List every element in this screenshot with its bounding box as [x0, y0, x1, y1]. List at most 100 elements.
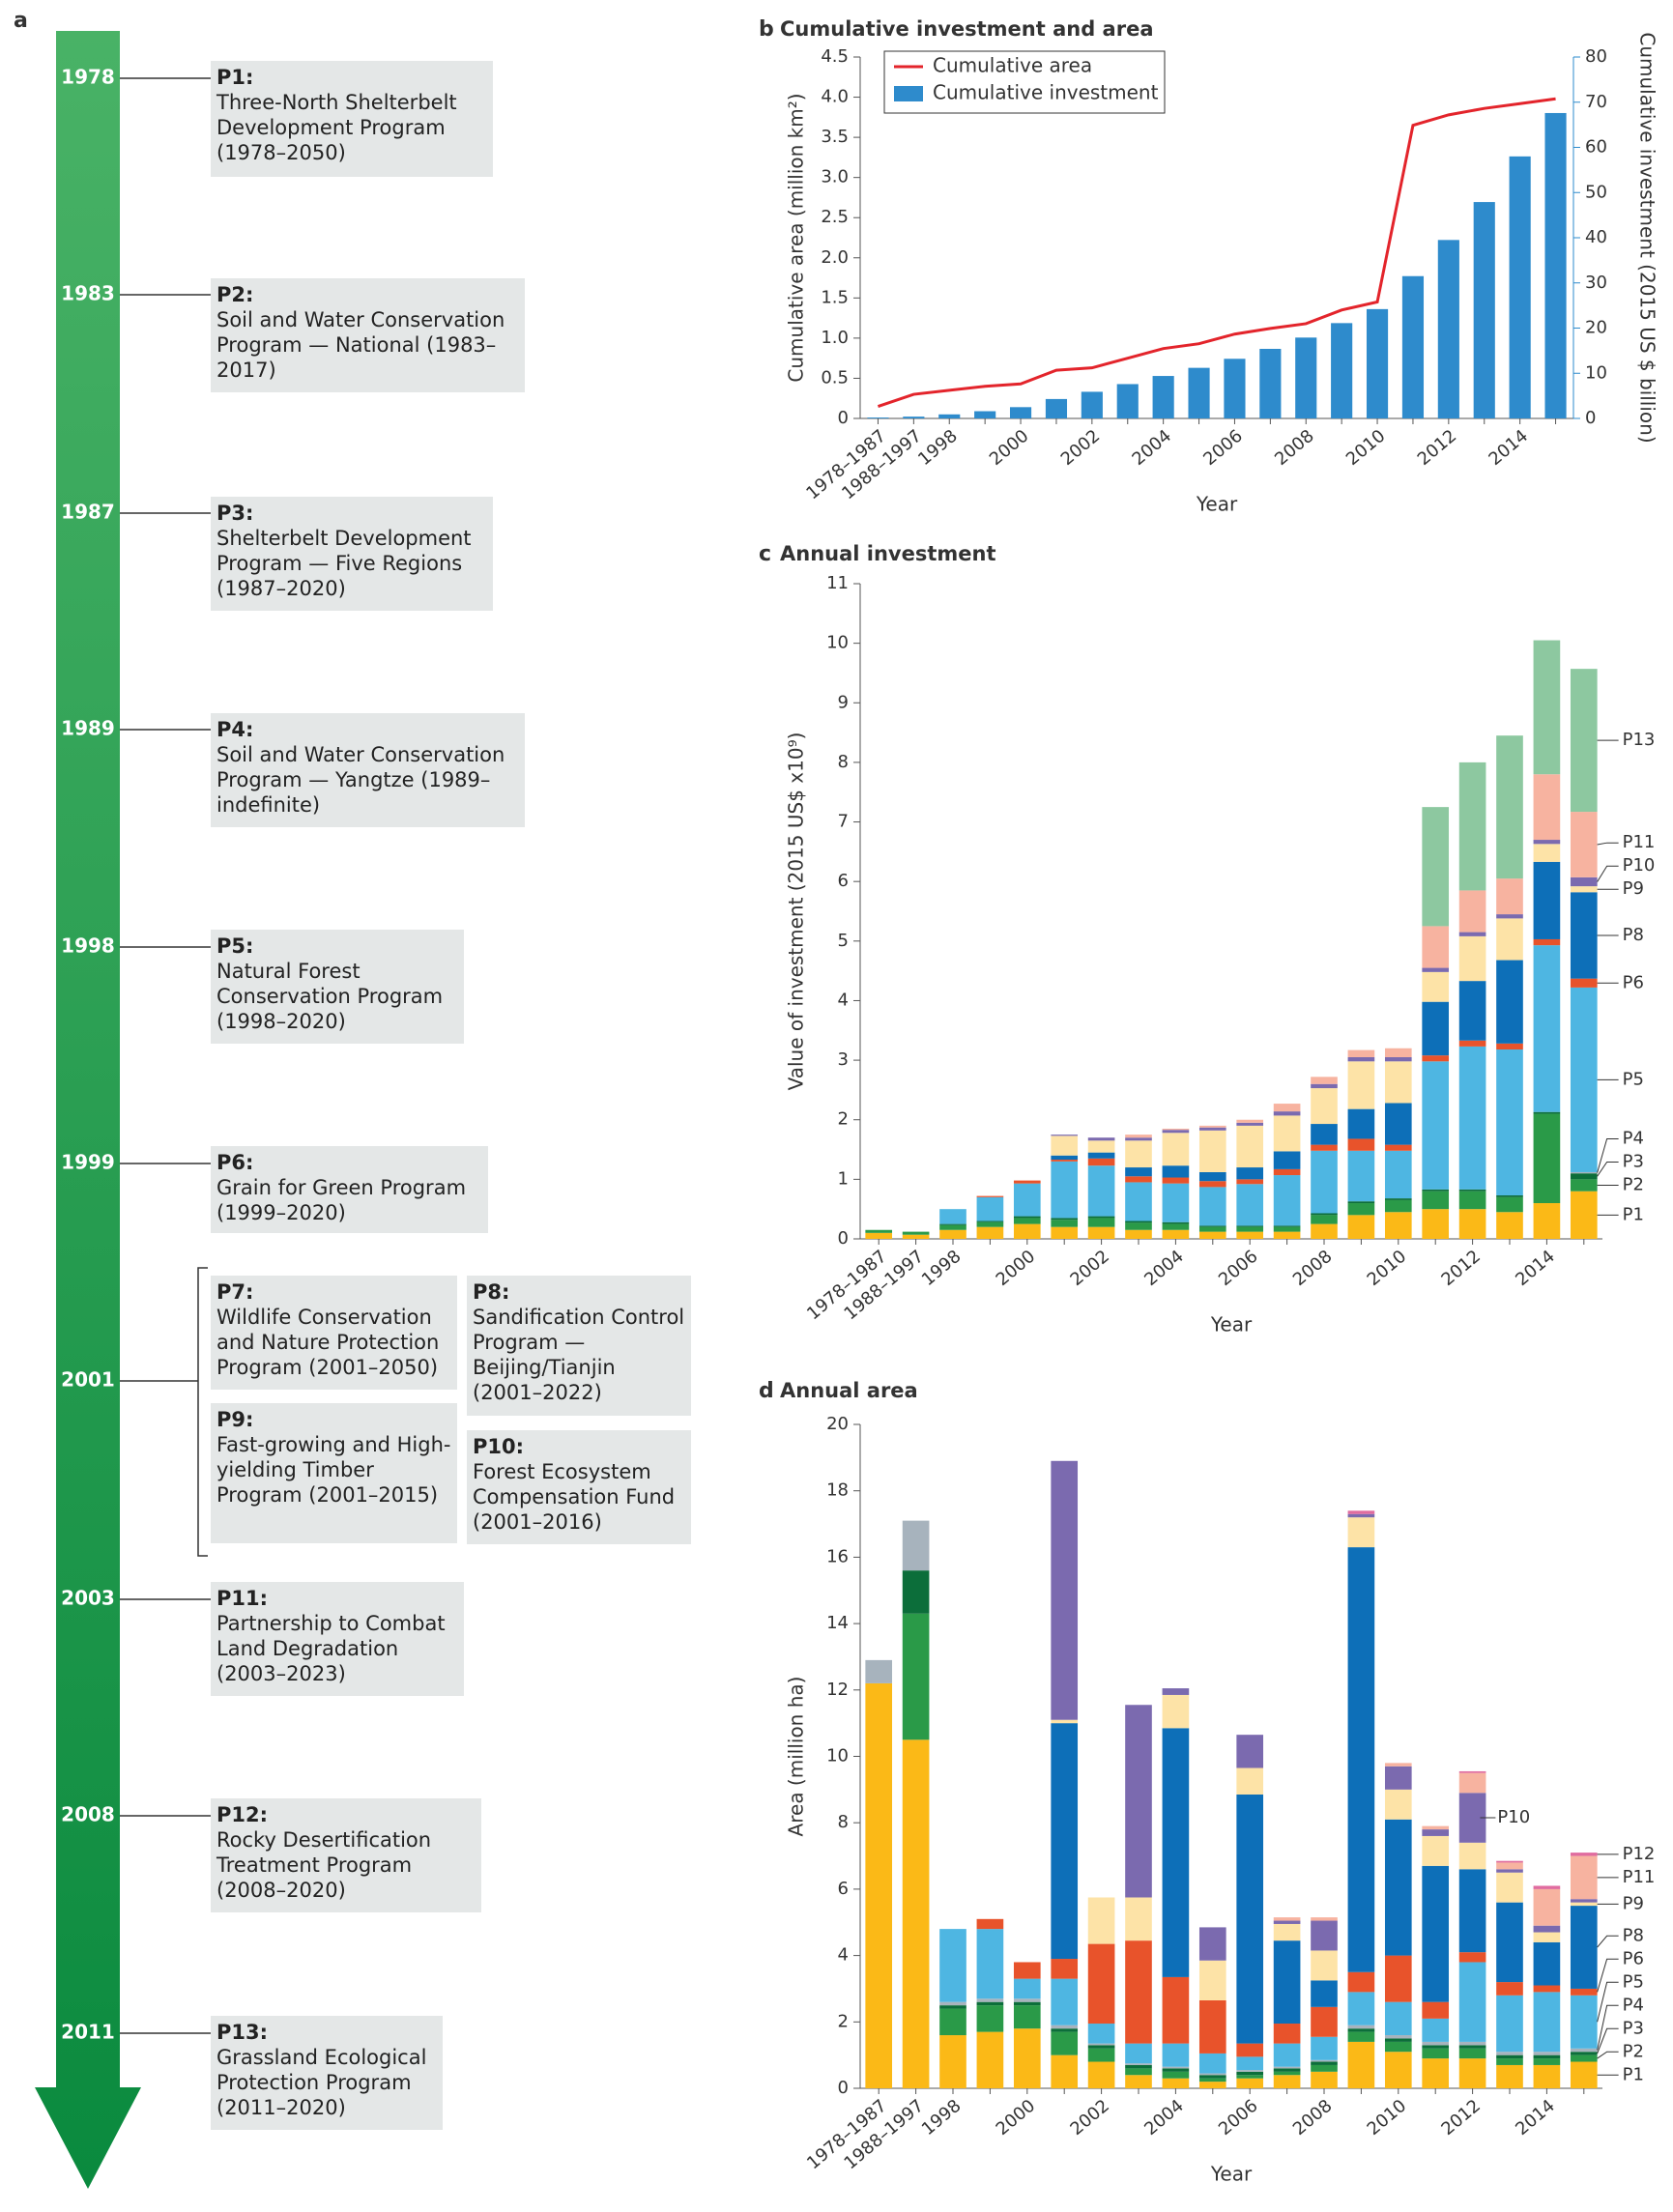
bar-segment [1458, 1040, 1486, 1047]
bar-segment [1422, 1835, 1450, 1866]
bar-segment [1051, 1460, 1079, 1720]
bar-segment [939, 1229, 966, 1239]
bar-segment [1051, 2031, 1079, 2055]
program-name: Rocky Desertification Treatment Program [216, 1828, 432, 1877]
bar-segment [1013, 1223, 1041, 1239]
y-tick-label: 11 [826, 573, 849, 593]
y-axis-label: Cumulative area (million km²) [785, 93, 808, 382]
x-tick-label: 2004 [1140, 1247, 1188, 1291]
bar-segment [1347, 1517, 1375, 1548]
program-name: Grain for Green Program [216, 1176, 467, 1199]
bar-segment [1162, 2066, 1190, 2069]
bar-segment [1198, 1226, 1226, 1232]
x-tick-label: 2014 [1512, 1247, 1559, 1291]
bar-segment [1311, 2064, 1338, 2072]
bar-segment [1384, 1198, 1412, 1200]
bar-segment [1311, 1223, 1338, 1239]
bar-segment [1125, 1229, 1152, 1239]
timeline-arrow [35, 31, 141, 2189]
bar-segment [1311, 2071, 1338, 2088]
program-box: P8: Sandification Control Program — Beiji… [467, 1276, 691, 1416]
program-period: (1999–2020) [216, 1201, 346, 1224]
bar-segment [1125, 1135, 1152, 1138]
bar-segment [1273, 1115, 1301, 1152]
bar-segment [1533, 844, 1561, 862]
bar-segment [1458, 1962, 1486, 2042]
bar-segment [1533, 1888, 1561, 1926]
year-label: 1983 [61, 282, 115, 305]
program-code: P12: [216, 1803, 269, 1826]
bar-segment [1422, 1865, 1450, 2002]
bar-segment [1496, 914, 1523, 919]
series-label: P10 [1497, 1807, 1530, 1827]
bar-segment [1051, 1155, 1079, 1161]
bar-segment [1273, 1175, 1301, 1226]
bar-segment [1087, 2024, 1115, 2044]
bar-segment [1125, 1140, 1152, 1168]
series-label: P10 [1623, 855, 1656, 876]
bar-segment [1496, 1869, 1523, 1873]
bar-segment [1125, 1182, 1152, 1221]
y-tick-label: 20 [826, 1414, 849, 1434]
program-code: P10: [473, 1435, 525, 1458]
bar-segment [1125, 1897, 1152, 1941]
series-label: P12 [1623, 1844, 1656, 1864]
bar-segment [1570, 812, 1598, 877]
bar-segment [1422, 1829, 1450, 1836]
bar-segment [1496, 1902, 1523, 1983]
bar-segment [1087, 2045, 1115, 2049]
bar-segment [1496, 1862, 1523, 1870]
bar-segment [1422, 2058, 1450, 2088]
bar-segment [976, 1929, 1004, 1999]
bar-segment [976, 1221, 1004, 1227]
program-code: P11: [216, 1587, 269, 1610]
bar-segment [1496, 2058, 1523, 2065]
series-label: P1 [1623, 2064, 1644, 2084]
program-period: (1998–2020) [216, 1010, 346, 1033]
program-name: Fast-growing and High-yielding Timber Pr… [216, 1433, 451, 1507]
bar-segment [1570, 1902, 1598, 1907]
label-leader [1597, 865, 1619, 882]
program-name: Forest Ecosystem Compensation Fund [473, 1460, 676, 1508]
y-tick-label: 0 [838, 408, 849, 428]
bar-segment [1458, 890, 1486, 933]
bar-segment [1384, 1144, 1412, 1151]
series-label: P5 [1623, 1971, 1644, 1992]
x-tick-label: 2014 [1512, 2096, 1559, 2140]
bar-segment [976, 1195, 1004, 1197]
bar-segment [1236, 1179, 1264, 1185]
bar [1366, 308, 1389, 418]
bar-segment [1162, 1976, 1190, 2044]
bar-segment [1496, 878, 1523, 915]
bar-segment [1533, 640, 1561, 775]
bar-segment [1570, 1855, 1598, 1900]
bar-segment [1533, 774, 1561, 841]
bar-segment [1422, 926, 1450, 968]
bar-segment [1533, 1941, 1561, 1986]
bar-segment [1533, 840, 1561, 845]
bar-segment [1236, 1795, 1264, 2044]
bar-segment [1013, 1180, 1041, 1184]
bar-segment [1162, 2071, 1190, 2079]
program-name: Wildlife Conservation and Nature Protect… [216, 1306, 440, 1379]
bar-segment [1087, 1165, 1115, 1217]
bar-segment [1311, 1124, 1338, 1145]
y-tick-label: 2.5 [821, 207, 849, 227]
y-tick-label: 4.5 [821, 46, 849, 67]
bar [1331, 323, 1353, 418]
x-tick-label: 2010 [1364, 2096, 1411, 2140]
bar-segment [976, 2031, 1004, 2088]
bar-segment [1273, 2024, 1301, 2044]
series-label: P11 [1623, 832, 1656, 852]
y-axis-label: Area (million ha) [785, 1677, 808, 1837]
bar-segment [865, 1232, 893, 1239]
x-tick-label: 2012 [1437, 1247, 1485, 1291]
bar-segment [1570, 2061, 1598, 2088]
bar-segment [1236, 1735, 1264, 1768]
bar-segment [1273, 2043, 1301, 2067]
bar [1509, 156, 1531, 418]
y-tick-label: 4 [838, 1945, 849, 1966]
program-name: Soil and Water Conservation Program — Ya… [216, 743, 505, 791]
bar-segment [1533, 1113, 1561, 1204]
y-tick-label: 8 [838, 1812, 849, 1832]
